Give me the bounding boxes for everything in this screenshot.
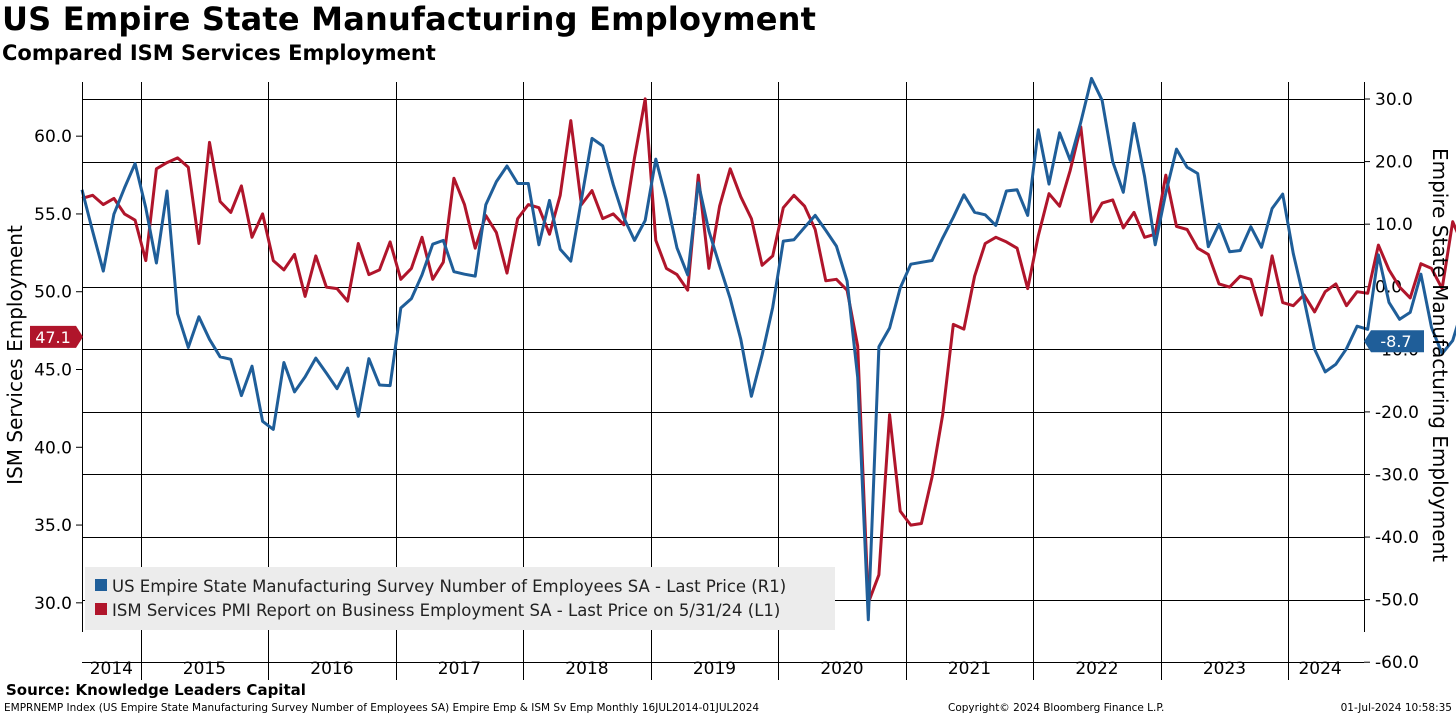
right-tick-label: -50.0	[1375, 591, 1419, 611]
right-tick-label: -40.0	[1375, 528, 1419, 548]
left-tick-label: 45.0	[34, 361, 72, 381]
chart-title: US Empire State Manufacturing Employment	[2, 0, 817, 38]
series-lines	[80, 76, 1456, 622]
plot-frame-left	[82, 82, 83, 632]
empire-badge-shape	[1364, 330, 1424, 353]
year-label: 2023	[1203, 659, 1246, 679]
grid	[82, 82, 1364, 680]
right-axis-title: Empire State Manufacturing Employment	[1428, 148, 1452, 562]
legend-label-empire: US Empire State Manufacturing Survey Num…	[112, 577, 786, 596]
legend-box	[85, 567, 835, 630]
year-label: 2014	[90, 659, 133, 679]
left-tick-label: 50.0	[34, 283, 72, 303]
legend: US Empire State Manufacturing Survey Num…	[85, 567, 835, 630]
series-line-ism	[81, 97, 1456, 605]
right-tick-label: -20.0	[1375, 403, 1419, 423]
left-tick-label: 35.0	[34, 516, 72, 536]
left-tick-label: 30.0	[34, 594, 72, 614]
empire-badge-value: -8.7	[1380, 332, 1411, 351]
year-label: 2018	[565, 659, 608, 679]
year-label: 2016	[310, 659, 353, 679]
right-tick-label: 30.0	[1375, 90, 1413, 110]
right-tick-label: -60.0	[1375, 653, 1419, 673]
left-tick-label: 60.0	[34, 127, 72, 147]
right-axis-ticks: -60.0-50.0-40.0-30.0-20.0-10.00.010.020.…	[1364, 90, 1419, 673]
year-label: 2022	[1075, 659, 1118, 679]
ism-last-value-badge: 47.1	[30, 325, 83, 348]
right-tick-label: 20.0	[1375, 153, 1413, 173]
left-tick-label: 40.0	[34, 438, 72, 458]
left-tick-label: 55.0	[34, 205, 72, 225]
year-label: 2015	[183, 659, 226, 679]
plot-frame-right	[1364, 82, 1365, 632]
x-axis-years: 2014 2015 2016 2017 2018 2019 2020 2021 2022 2023…	[90, 659, 1342, 679]
left-axis-title: ISM Services Employment	[3, 225, 27, 485]
year-label: 2024	[1298, 659, 1341, 679]
ism-badge-value: 47.1	[35, 328, 71, 347]
empire-last-value-badge: -8.7	[1364, 330, 1424, 353]
year-label: 2021	[948, 659, 991, 679]
right-tick-label: -30.0	[1375, 465, 1419, 485]
ism-badge-shape	[30, 325, 83, 348]
legend-swatch-empire	[95, 579, 107, 591]
year-label: 2019	[693, 659, 736, 679]
footer-copyright: Copyright© 2024 Bloomberg Finance L.P.	[948, 702, 1165, 714]
series-line-empire	[80, 76, 1456, 622]
source-note: Source: Knowledge Leaders Capital	[6, 681, 306, 699]
year-label: 2020	[820, 659, 863, 679]
left-axis-ticks: 30.0 35.0 40.0 45.0 50.0 55.0 60.0	[34, 127, 82, 614]
year-label: 2017	[438, 659, 481, 679]
chart-subtitle: Compared ISM Services Employment	[2, 41, 436, 65]
footer-timestamp: 01-Jul-2024 10:58:35	[1340, 702, 1452, 714]
footer-description: EMPRNEMP Index (US Empire State Manufact…	[4, 702, 760, 714]
legend-label-ism: ISM Services PMI Report on Business Empl…	[112, 601, 780, 620]
legend-swatch-ism	[95, 603, 107, 615]
right-tick-label: 10.0	[1375, 215, 1413, 235]
